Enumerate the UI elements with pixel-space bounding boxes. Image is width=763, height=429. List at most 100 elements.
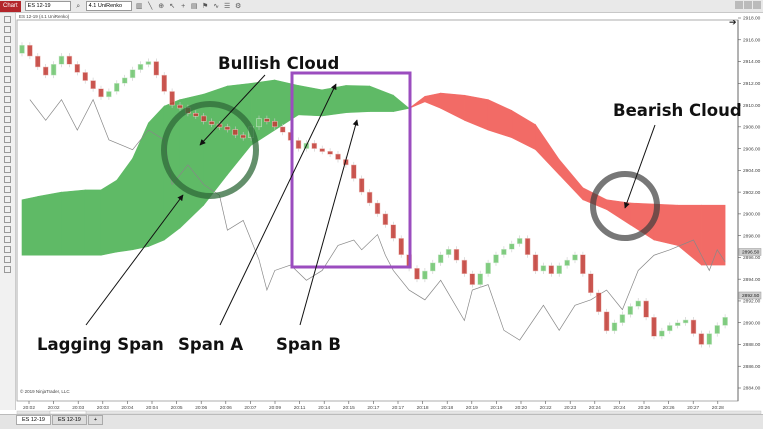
up-candle	[58, 55, 65, 65]
drawing-tool-icon[interactable]	[4, 236, 11, 243]
drawing-tool-icon[interactable]	[4, 26, 11, 33]
y-tick-label: 2912.00	[743, 81, 761, 87]
pointer-icon[interactable]: ↖	[169, 2, 176, 10]
add-tab-button[interactable]: +	[87, 415, 104, 425]
crosshair-icon[interactable]: +	[181, 2, 186, 10]
x-tick-label: 20:14	[318, 405, 330, 411]
x-tick-label: 20:17	[367, 405, 379, 411]
bar-type-icon[interactable]: ▥	[135, 2, 143, 10]
up-candle	[722, 317, 728, 326]
drawing-tool-icon[interactable]	[4, 106, 11, 113]
price-marker	[738, 248, 762, 256]
maximize-button[interactable]	[744, 1, 752, 9]
down-candle	[643, 300, 649, 318]
chart-menu-button[interactable]: Chart	[0, 0, 21, 12]
drawing-tool-icon[interactable]	[4, 176, 11, 183]
drawing-tool-icon[interactable]	[4, 146, 11, 153]
drawing-tool-icon[interactable]	[4, 206, 11, 213]
drawing-tool-icon[interactable]	[4, 126, 11, 133]
drawing-tool-icon[interactable]	[4, 36, 11, 43]
up-candle	[674, 322, 681, 326]
template-icon[interactable]: ☰	[224, 2, 231, 10]
instrument-selector[interactable]: ES 12-19	[24, 1, 71, 11]
bullish-highlight-circle	[161, 101, 259, 199]
settings-icon[interactable]: ⚙	[235, 2, 242, 10]
tab-es-12-19-second[interactable]: ES 12-19	[51, 415, 87, 425]
drawing-tool-icon[interactable]	[4, 256, 11, 263]
down-candle	[548, 265, 555, 274]
down-candle	[595, 292, 602, 313]
x-tick-label: 20:22	[540, 405, 552, 411]
bullish-cloud-segment	[345, 85, 370, 113]
down-candle	[272, 121, 278, 128]
x-tick-label: 20:03	[72, 405, 84, 411]
x-tick-label: 20:24	[613, 405, 625, 411]
copyright-text: © 2019 NinjaTrader, LLC	[20, 389, 70, 394]
drawing-tool-icon[interactable]	[4, 116, 11, 123]
down-candle	[98, 88, 104, 98]
up-candle	[121, 77, 128, 84]
down-candle	[366, 191, 373, 204]
up-candle	[114, 83, 120, 92]
scroll-to-end-arrow-icon[interactable]: ➔	[729, 17, 737, 27]
chart-toolbar: Chart ES 12-19 ⌕ 4.1 UniRenko ▥ ╲ ⊕ ↖ + …	[0, 0, 763, 13]
down-candle	[232, 129, 239, 136]
drawing-tool-icon[interactable]	[4, 216, 11, 223]
drawing-tools-sidebar	[0, 13, 16, 410]
up-candle	[706, 333, 713, 345]
span-b-label: Span B	[276, 335, 341, 354]
drawing-tool-icon[interactable]	[4, 76, 11, 83]
down-candle	[698, 333, 705, 345]
drawing-tool-icon[interactable]	[4, 56, 11, 63]
drawing-tool-icon[interactable]	[4, 86, 11, 93]
y-tick-label: 2910.00	[743, 103, 761, 109]
x-tick-label: 20:24	[589, 405, 601, 411]
x-tick-label: 20:26	[638, 405, 650, 411]
drawing-tool-icon[interactable]	[4, 186, 11, 193]
up-candle	[256, 118, 262, 128]
x-tick-label: 20:27	[687, 405, 699, 411]
drawing-tool-icon[interactable]	[4, 166, 11, 173]
properties-icon[interactable]: ▤	[190, 2, 198, 10]
indicator-icon[interactable]: ∿	[213, 2, 220, 10]
y-tick-label: 2902.00	[743, 190, 761, 196]
drawing-tool-icon[interactable]	[4, 196, 11, 203]
down-candle	[327, 151, 333, 155]
bearish-cloud-arrow	[624, 124, 656, 209]
bullish-cloud-segment	[100, 179, 118, 256]
drawing-tool-icon[interactable]	[4, 66, 11, 73]
drawing-tool-icon[interactable]	[4, 246, 11, 253]
bullish-cloud-segment	[298, 85, 323, 117]
y-tick-label: 2900.00	[743, 212, 761, 218]
span-b-arrow	[299, 119, 359, 326]
down-candle	[580, 254, 586, 274]
drawing-tool-icon[interactable]	[4, 156, 11, 163]
drawing-tool-icon[interactable]	[4, 136, 11, 143]
draw-line-icon[interactable]: ╲	[148, 2, 153, 10]
drawing-tool-icon[interactable]	[4, 46, 11, 53]
drawing-tool-icon[interactable]	[4, 16, 11, 23]
tab-es-12-19[interactable]: ES 12-19	[16, 415, 51, 425]
strategy-icon[interactable]: ⚑	[202, 2, 209, 10]
search-icon[interactable]: ⌕	[76, 2, 81, 10]
close-button[interactable]	[753, 1, 761, 9]
bearish-highlight-circle	[590, 171, 660, 241]
bar-type-selector[interactable]: 4.1 UniRenko	[85, 1, 132, 11]
drawing-tool-icon[interactable]	[4, 96, 11, 103]
drawing-tool-icon[interactable]	[4, 266, 11, 273]
bearish-cloud-segment	[701, 204, 726, 266]
drawing-tool-icon[interactable]	[4, 226, 11, 233]
down-candle	[382, 213, 389, 226]
y-tick-label: 2908.00	[743, 125, 761, 131]
down-candle	[453, 249, 460, 261]
minimize-button[interactable]	[735, 1, 743, 9]
down-candle	[208, 121, 215, 125]
y-tick-label: 2918.00	[743, 16, 761, 22]
x-tick-label: 20:03	[97, 405, 109, 411]
y-tick-label: 2894.00	[743, 277, 761, 283]
zoom-icon[interactable]: ⊕	[158, 2, 165, 10]
highlight-box	[290, 71, 412, 269]
down-candle	[279, 126, 286, 133]
up-candle	[106, 91, 112, 98]
